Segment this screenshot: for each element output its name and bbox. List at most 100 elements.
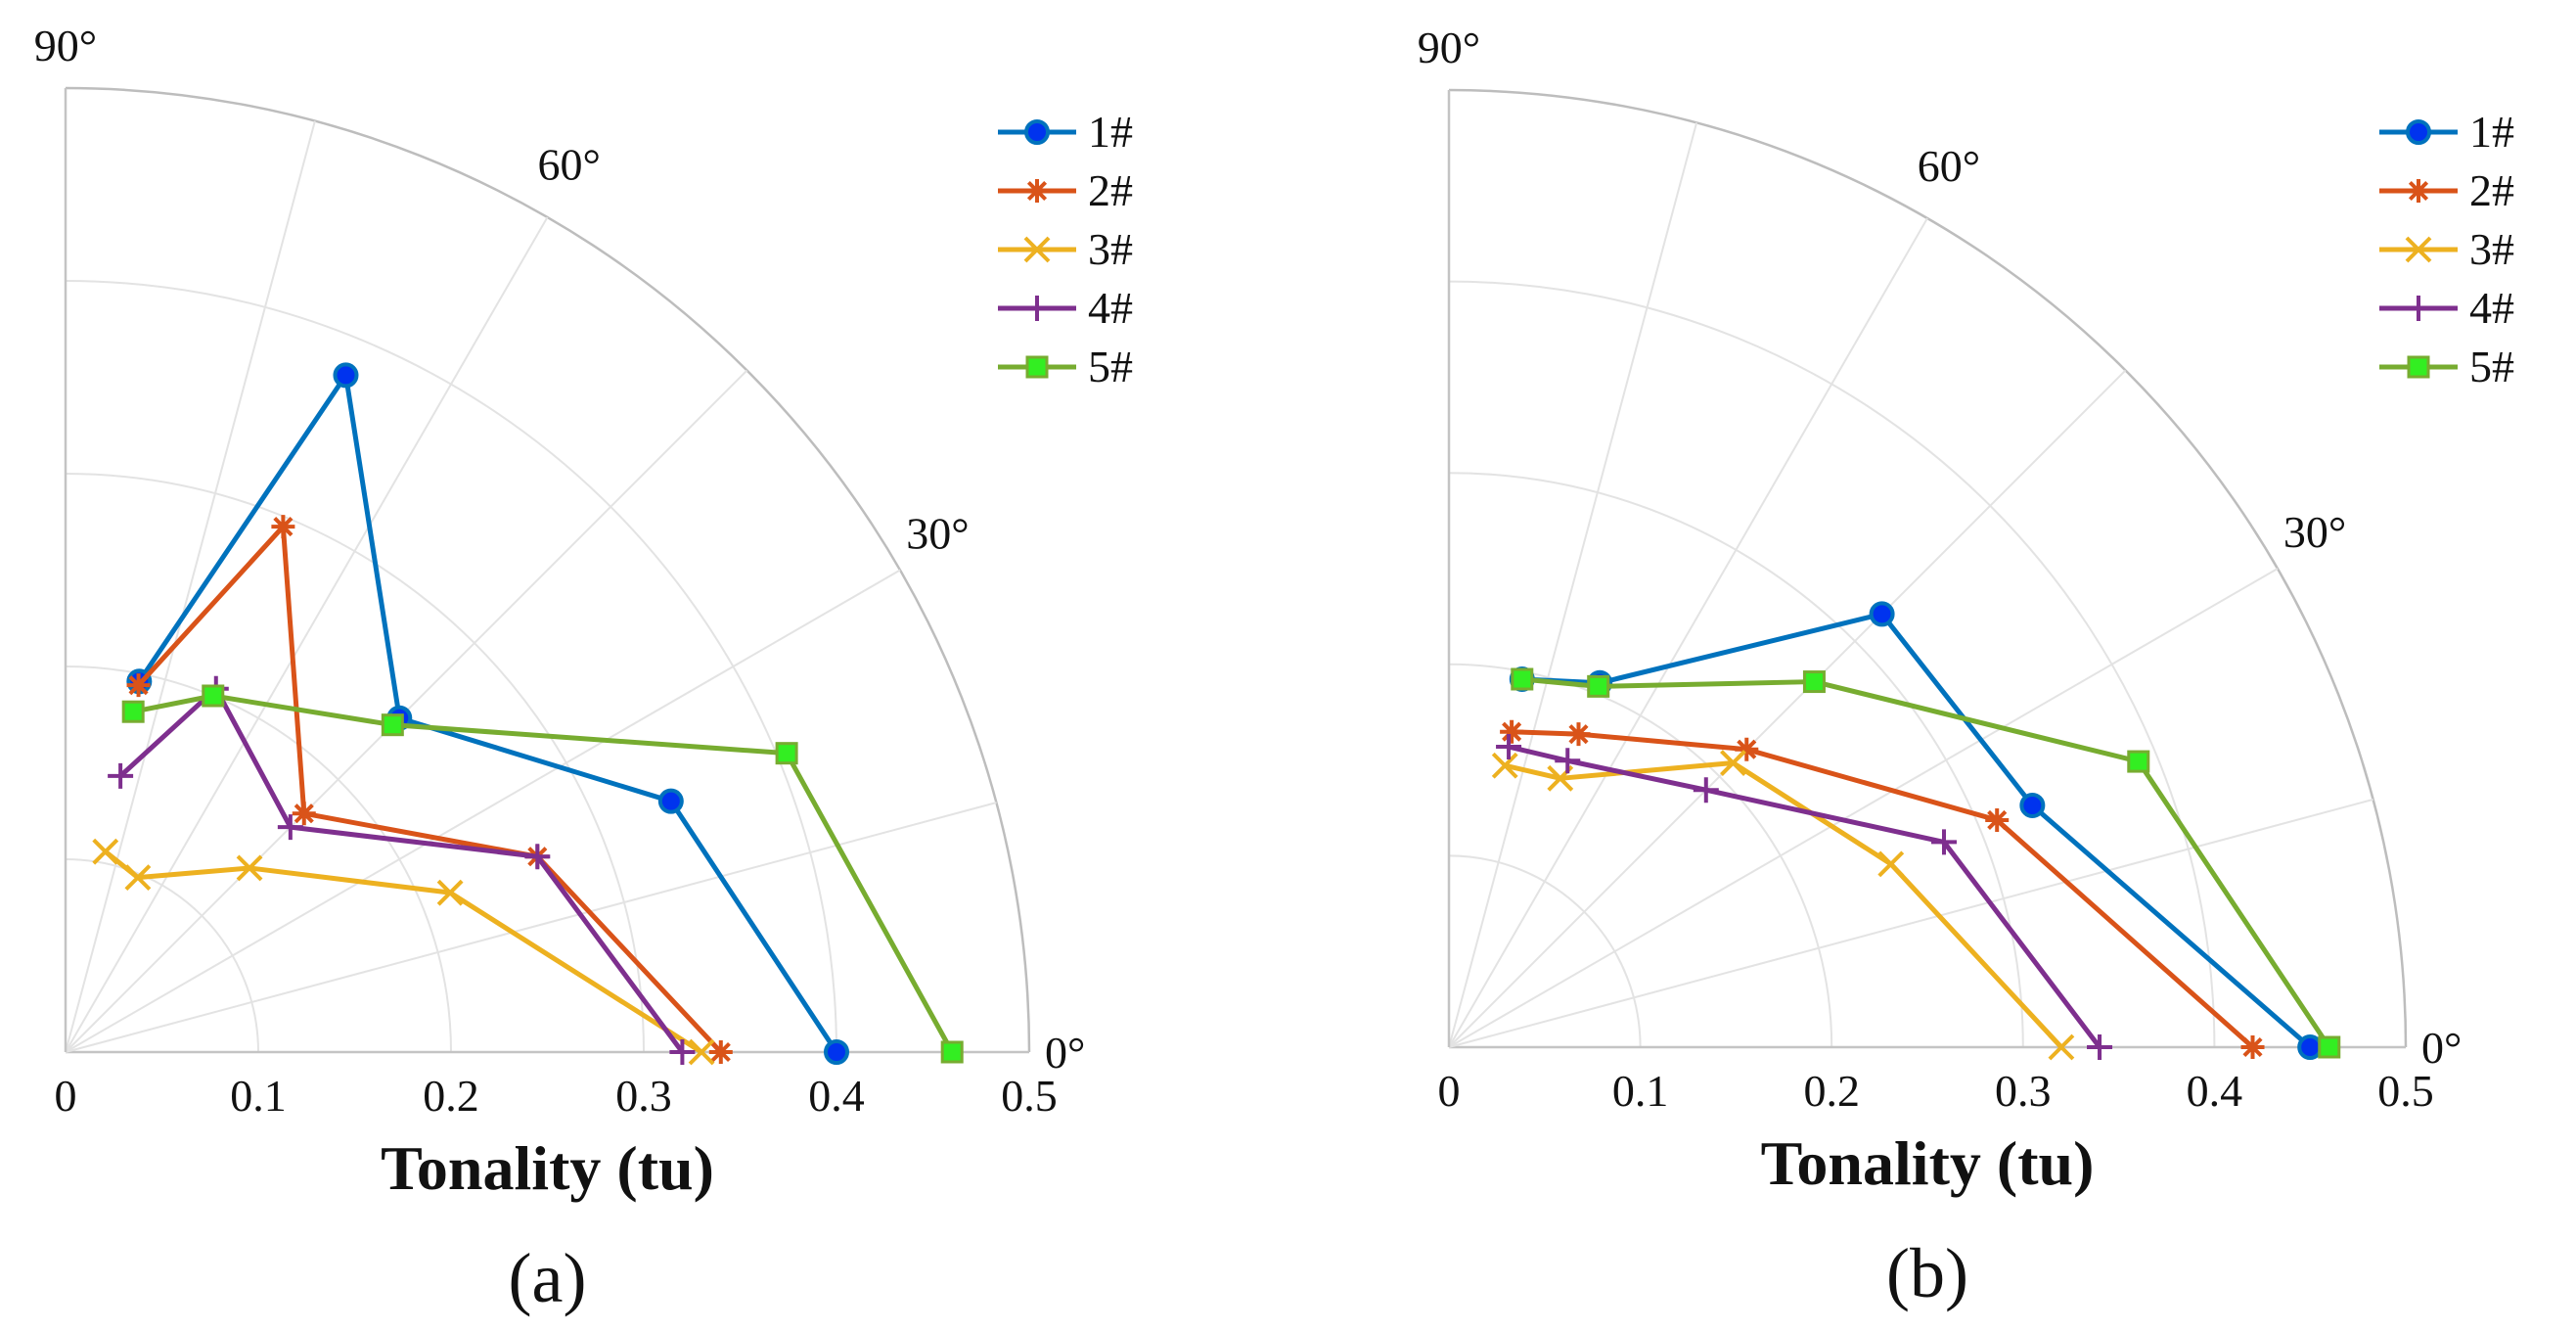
legend: 1# 2# 3# 4# 5#	[998, 107, 1133, 391]
data-point	[271, 515, 295, 539]
angle-label: 60°	[537, 140, 600, 190]
data-point	[657, 788, 684, 814]
data-point	[2019, 792, 2046, 818]
series-2	[1500, 719, 2265, 1059]
legend-marker	[2406, 296, 2431, 321]
data-point	[124, 864, 152, 892]
legend-marker	[1023, 236, 1051, 263]
r-tick-label: 0	[55, 1071, 77, 1121]
panel-label: (b)	[1886, 1234, 1968, 1312]
r-tick-label: 0.1	[1612, 1066, 1669, 1116]
legend-label: 2#	[2469, 165, 2514, 215]
legend-marker	[2406, 119, 2431, 145]
r-tick-label: 0.4	[808, 1071, 865, 1121]
series-line	[1521, 611, 2312, 1049]
data-point	[202, 684, 225, 708]
grid-spoke	[1448, 122, 1698, 1048]
r-tick-label: 0.2	[423, 1071, 479, 1121]
data-point	[1491, 752, 1518, 779]
data-point	[1802, 670, 1826, 694]
r-tick-label: 0.3	[615, 1071, 672, 1121]
series-1	[126, 362, 849, 1065]
r-tick-label: 0.3	[1995, 1066, 2052, 1116]
data-point	[1720, 750, 1746, 776]
legend-label: 4#	[1088, 283, 1133, 333]
r-tick-label: 0.4	[2187, 1066, 2243, 1116]
r-tick-label: 0.5	[1001, 1071, 1058, 1121]
data-point	[940, 1040, 964, 1064]
series-4	[1496, 734, 2113, 1060]
legend-label: 4#	[2469, 283, 2514, 333]
legend-label: 1#	[1088, 107, 1133, 157]
series-line	[104, 849, 703, 1055]
data-point	[333, 362, 359, 389]
data-point	[277, 814, 303, 841]
data-point	[1511, 667, 1534, 691]
panel-label: (a)	[509, 1239, 587, 1317]
data-point	[2240, 1035, 2265, 1059]
legend-label: 2#	[1088, 165, 1133, 215]
x-axis-label: Tonality (tu)	[381, 1133, 714, 1203]
grid-spoke	[65, 120, 316, 1053]
grid-spoke	[65, 802, 997, 1053]
data-point	[775, 742, 798, 765]
legend-label: 5#	[2469, 342, 2514, 391]
angle-label: 30°	[906, 508, 969, 558]
legend-marker	[2407, 179, 2430, 203]
data-point	[1566, 722, 1591, 747]
r-tick-label: 0	[1438, 1066, 1461, 1116]
legend-marker	[2405, 236, 2432, 263]
data-point	[1930, 829, 1957, 855]
data-point	[824, 1039, 849, 1065]
series-5	[121, 684, 964, 1064]
data-point	[1735, 737, 1759, 761]
legend-label: 5#	[1088, 342, 1133, 391]
r-tick-label: 0.2	[1803, 1066, 1860, 1116]
angle-label: 30°	[2283, 507, 2346, 557]
r-tick-label: 0.1	[230, 1071, 287, 1121]
legend-label: 3#	[2469, 224, 2514, 274]
angle-label: 90°	[1418, 23, 1480, 72]
grid-spoke	[65, 216, 549, 1053]
angle-label: 0°	[1045, 1028, 1085, 1078]
data-point	[92, 838, 119, 865]
series-1	[1509, 601, 2324, 1060]
legend-marker	[1025, 179, 1049, 203]
data-point	[236, 854, 263, 882]
r-tick-label: 0.5	[2377, 1066, 2434, 1116]
angle-label: 60°	[1918, 141, 1980, 191]
legend-label: 1#	[2469, 107, 2514, 157]
data-point	[1496, 734, 1522, 760]
data-point	[2318, 1035, 2341, 1059]
data-point	[121, 700, 145, 723]
polar-panel-b: 0° 30° 60° 90° 0 0.1 0.2 0.3 0.4 0.5 Tonality (tu)…	[1418, 23, 2514, 1312]
data-point	[1587, 674, 1610, 698]
data-point	[669, 1039, 696, 1065]
series-5	[1511, 667, 2341, 1059]
data-point	[292, 802, 316, 826]
data-point	[126, 673, 151, 698]
angle-label: 90°	[34, 21, 97, 70]
data-point	[1985, 807, 2010, 832]
data-point	[2127, 750, 2150, 773]
series-3	[92, 838, 715, 1066]
data-point	[688, 1038, 715, 1066]
series-line	[1521, 676, 2331, 1049]
data-point	[1877, 850, 1905, 878]
series-3	[1491, 750, 2075, 1061]
grid-spoke	[1448, 369, 2127, 1048]
x-axis-label: Tonality (tu)	[1761, 1128, 2095, 1198]
legend-label: 3#	[1088, 224, 1133, 274]
data-point	[2087, 1034, 2113, 1060]
data-point	[108, 762, 134, 789]
legend-marker	[1025, 355, 1049, 379]
grid-spoke	[1448, 568, 2279, 1048]
data-point	[2048, 1033, 2075, 1061]
legend-marker	[2407, 355, 2430, 379]
data-point	[1869, 601, 1895, 627]
data-point	[381, 713, 404, 737]
grid-spoke	[1448, 798, 2373, 1048]
grid-spoke	[65, 569, 901, 1053]
series-line	[137, 372, 839, 1054]
